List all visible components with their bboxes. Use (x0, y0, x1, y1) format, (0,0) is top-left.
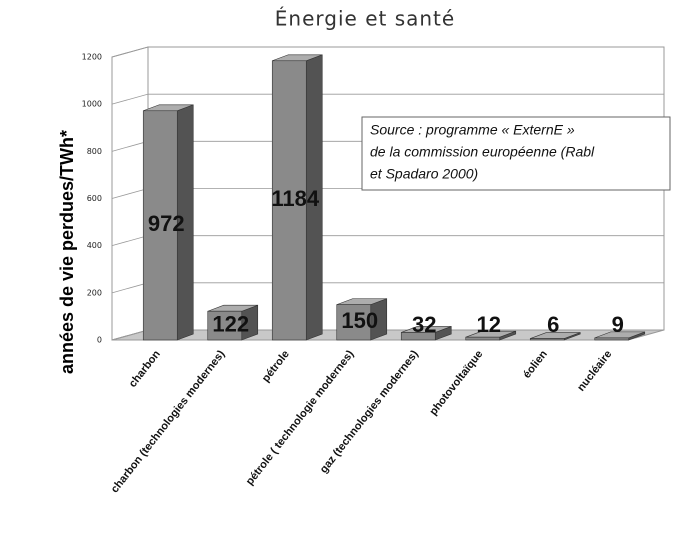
x-tick-label: photovoltaïque (427, 348, 485, 418)
value-label: 6 (547, 312, 559, 337)
bar-front (529, 338, 565, 341)
bar-front (336, 304, 372, 341)
grid-line (111, 93, 664, 105)
bar (207, 304, 259, 341)
bar-front (594, 337, 630, 341)
x-tick-label: pétrole (260, 348, 292, 384)
bar (142, 104, 194, 341)
chart-title: Énergie et santé (275, 7, 455, 31)
bar-front (400, 332, 436, 341)
value-label: 1184 (271, 186, 319, 211)
x-tick-label: pétrole ( technologie modernes) (244, 348, 357, 488)
y-axis-label: années de vie perdues/TWh* (57, 130, 77, 374)
floor (111, 329, 665, 341)
y-tick-label: 1200 (82, 53, 102, 62)
annotation-text: et Spadaro 2000) (370, 166, 478, 182)
y-tick-label: 800 (87, 147, 102, 156)
value-label: 32 (412, 312, 436, 337)
value-label: 150 (341, 308, 378, 333)
value-label: 12 (477, 312, 501, 337)
value-label: 122 (212, 311, 249, 336)
x-tick-label: charbon (127, 348, 163, 390)
bar-front (142, 110, 178, 341)
grid-line (111, 282, 664, 294)
bar-front (271, 60, 307, 341)
y-tick-label: 200 (87, 288, 102, 297)
y-tick-label: 1000 (82, 100, 102, 109)
x-tick-label: charbon (technologies modernes) (109, 348, 228, 495)
annotation-text: de la commission européenne (Rabl (370, 144, 595, 160)
bar (271, 54, 323, 341)
bar (336, 298, 388, 341)
grid-line (111, 235, 664, 247)
bar (465, 330, 517, 341)
annotation-text: Source : programme « ExternE » (370, 122, 575, 138)
y-tick-label: 0 (97, 336, 102, 345)
x-tick-label: éolien (521, 348, 550, 381)
bar-front (207, 310, 243, 341)
bar (594, 331, 646, 341)
x-tick-label: nucléaire (575, 348, 614, 393)
bar (400, 326, 452, 341)
annotation-box (361, 116, 671, 191)
grid-line (111, 46, 664, 58)
bar (529, 332, 581, 341)
bar-front (465, 336, 501, 341)
value-label: 9 (612, 312, 624, 337)
value-label: 972 (148, 211, 185, 236)
y-tick-label: 600 (87, 194, 102, 203)
y-tick-label: 400 (87, 241, 102, 250)
